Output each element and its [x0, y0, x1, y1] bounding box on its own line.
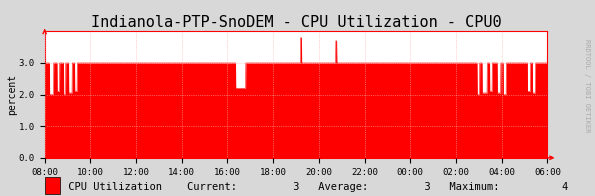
Text: CPU Utilization    Current:         3   Average:         3   Maximum:          4: CPU Utilization Current: 3 Average: 3 Ma… [62, 182, 569, 192]
Title: Indianola-PTP-SnoDEM - CPU Utilization - CPU0: Indianola-PTP-SnoDEM - CPU Utilization -… [90, 15, 502, 30]
Text: RRDTOOL / TOBI OETIKER: RRDTOOL / TOBI OETIKER [584, 39, 590, 133]
Y-axis label: percent: percent [7, 74, 17, 115]
